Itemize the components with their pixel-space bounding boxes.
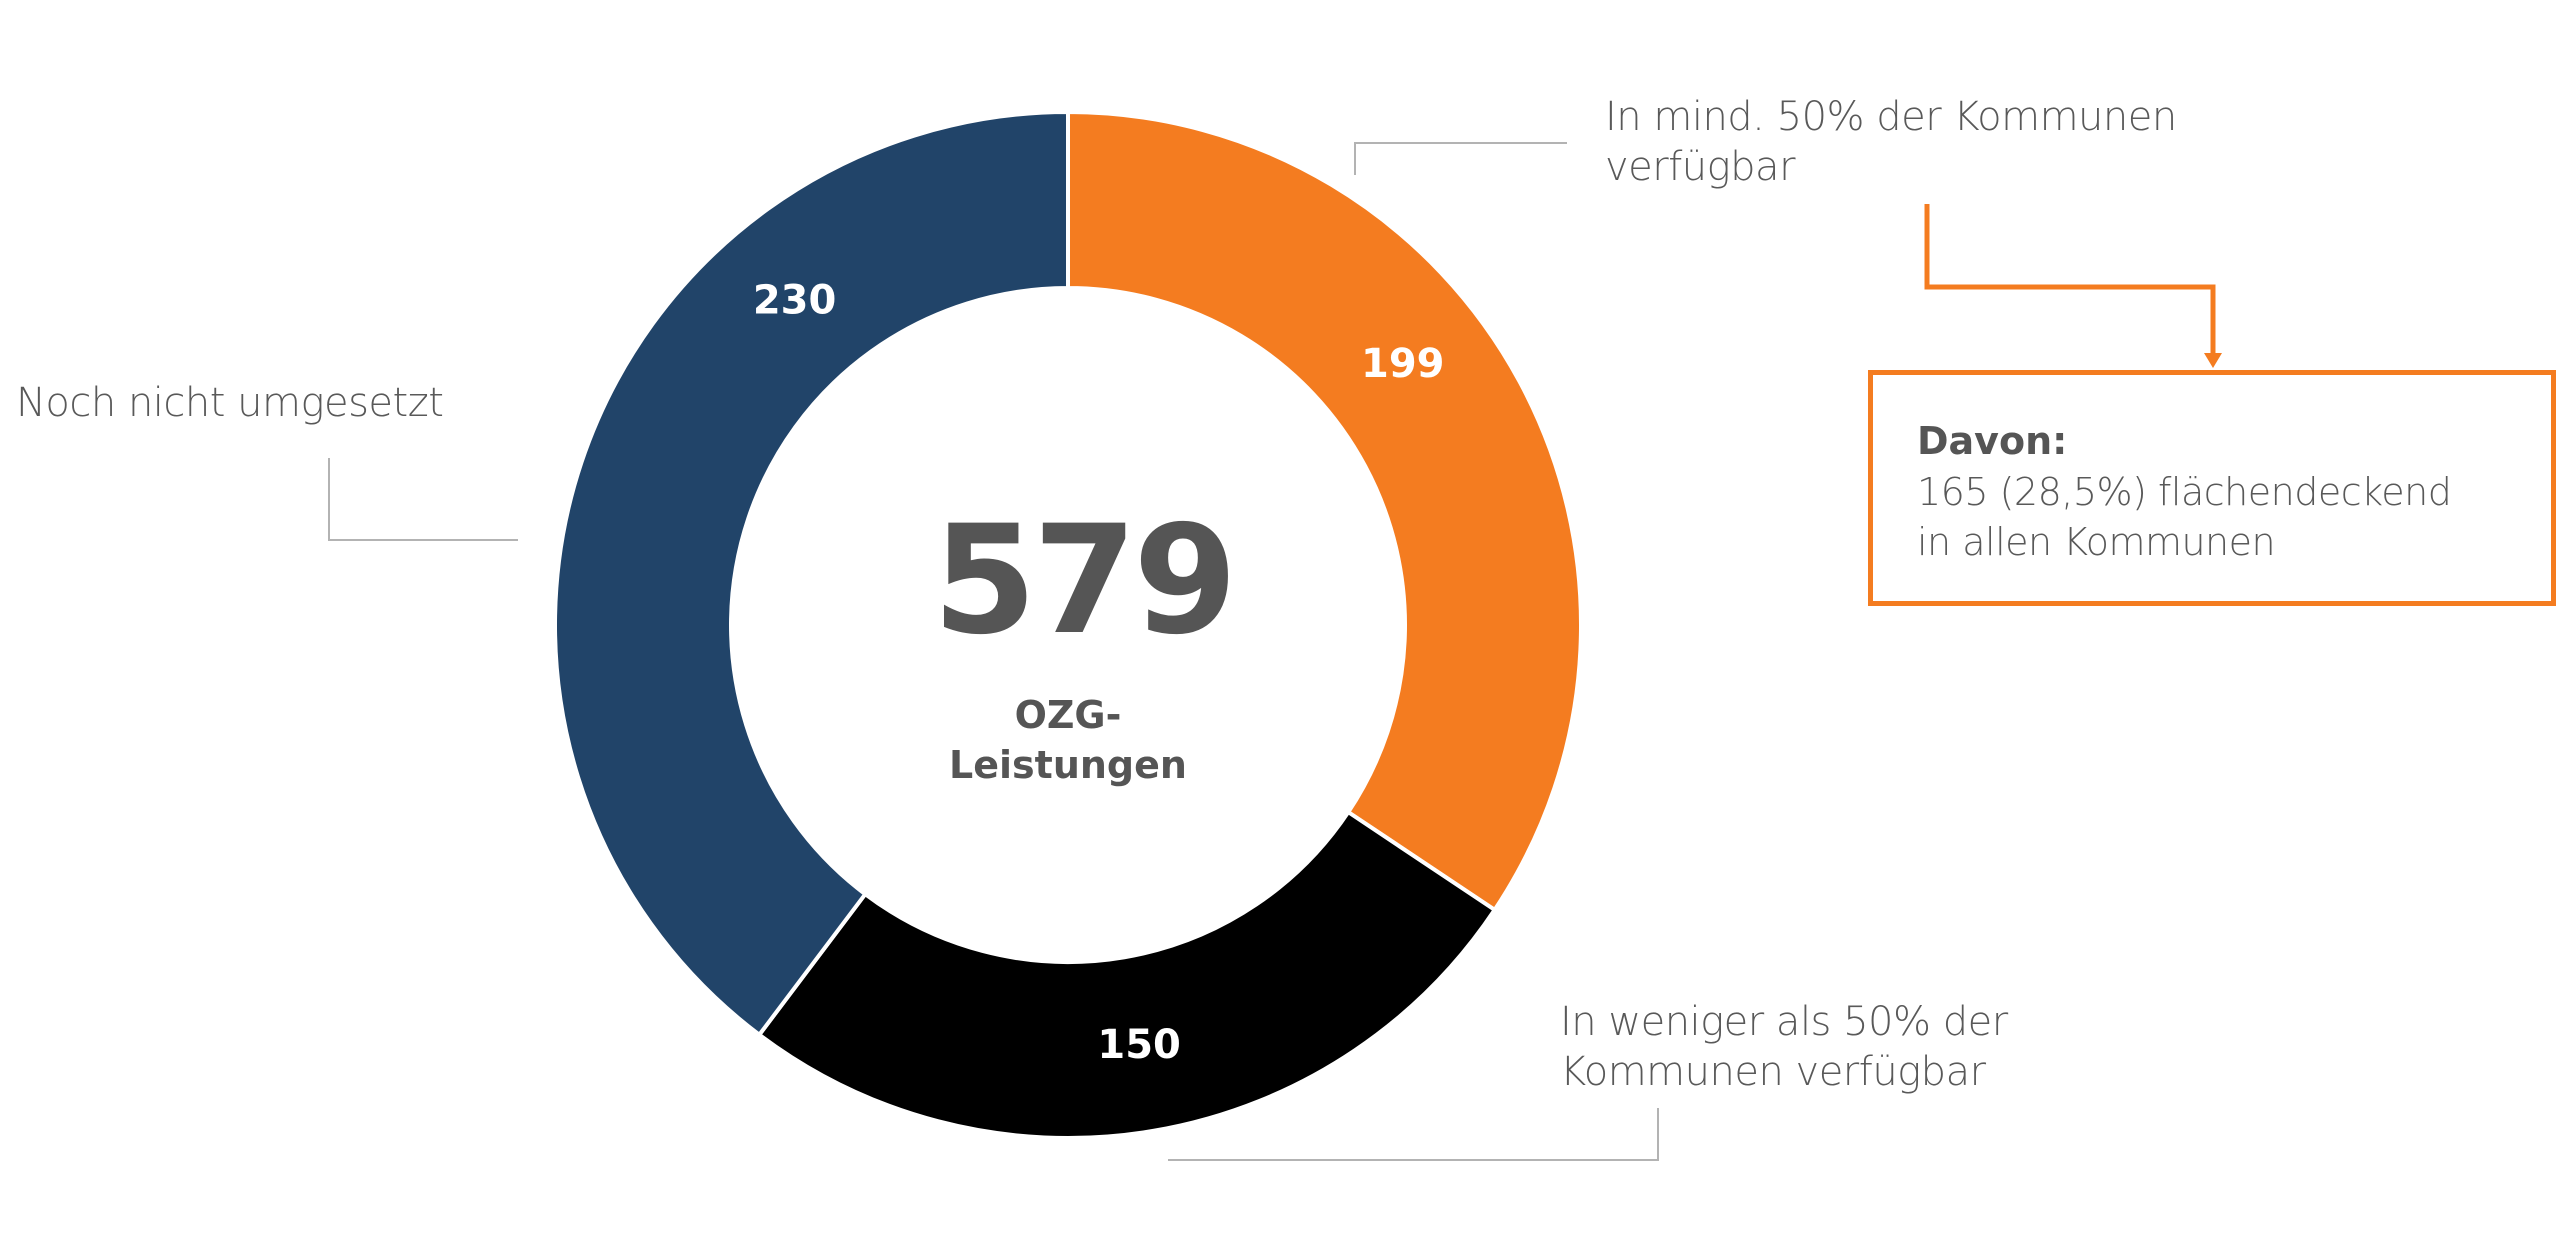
donut-slice-2 xyxy=(553,109,1070,1038)
donut-slice-0 xyxy=(1066,109,1583,913)
annotation-top-right-line2: verfügbar xyxy=(1605,144,1796,190)
center-subtitle-line1: OZG- xyxy=(1015,693,1122,737)
annotation-bottom-line2: Kommunen verfügbar xyxy=(1560,1049,1986,1095)
donut-slice-1 xyxy=(756,809,1498,1140)
callout-line1: 165 (28,5%) flächendeckend xyxy=(1917,470,2452,514)
leader-line-left xyxy=(328,458,518,541)
slice-value-label-1: 150 xyxy=(1097,1022,1181,1068)
leader-line-top-right xyxy=(1354,142,1567,175)
donut-slice-labels: 199 150 230 xyxy=(753,278,1445,1068)
callout-line2: in allen Kommunen xyxy=(1917,520,2276,564)
callout-box: Davon: 165 (28,5%) flächendeckend in all… xyxy=(1868,370,2556,606)
annotation-top-right-line1: In mind. 50% der Kommunen xyxy=(1605,94,2177,140)
slice-value-label-0: 199 xyxy=(1361,341,1445,387)
callout-body: 165 (28,5%) flächendeckend in allen Komm… xyxy=(1917,467,2452,567)
annotation-left: Noch nicht umgesetzt xyxy=(16,378,444,428)
callout-connector-line xyxy=(1924,204,2216,358)
annotation-bottom: In weniger als 50% der Kommunen verfügba… xyxy=(1560,997,2008,1097)
annotation-bottom-line1: In weniger als 50% der xyxy=(1560,999,2008,1045)
donut-slices xyxy=(553,109,1583,1140)
callout-title: Davon: xyxy=(1917,419,2068,463)
callout-arrowhead-icon xyxy=(2204,353,2222,368)
leader-line-bottom xyxy=(1168,1108,1659,1161)
annotation-top-right: In mind. 50% der Kommunen verfügbar xyxy=(1605,92,2177,192)
center-total-value: 579 xyxy=(932,494,1233,668)
annotation-left-text: Noch nicht umgesetzt xyxy=(16,380,444,426)
center-subtitle-line2: Leistungen xyxy=(949,743,1187,787)
slice-value-label-2: 230 xyxy=(753,278,837,324)
